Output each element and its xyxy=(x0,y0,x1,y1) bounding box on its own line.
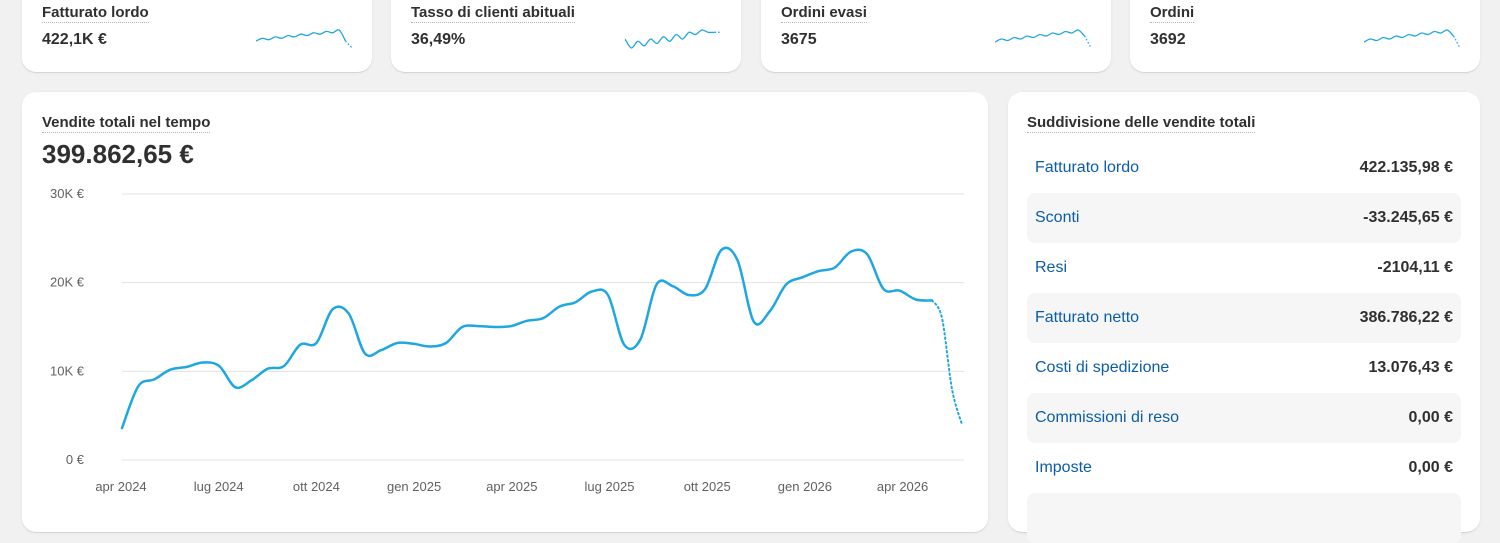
breakdown-row-returns[interactable]: Resi -2104,11 € xyxy=(1027,243,1461,293)
breakdown-title[interactable]: Suddivisione delle vendite totali xyxy=(1027,114,1256,133)
sales-series-line[interactable] xyxy=(120,246,934,430)
sales-line-chart[interactable]: 30K € 20K € 10K € 0 € apr 2024 lug 2024 ott 20… xyxy=(22,92,988,532)
kpi-value: 36,49% xyxy=(411,31,466,48)
kpi-card-gross-sales[interactable]: Fatturato lordo 422,1K € xyxy=(22,0,372,72)
x-axis-tick-label: lug 2025 xyxy=(585,479,635,494)
sparkline-path xyxy=(995,29,1086,43)
breakdown-row-partial xyxy=(1027,493,1461,543)
x-axis-tick-label: lug 2024 xyxy=(194,479,244,494)
sales-chart-title[interactable]: Vendite totali nel tempo xyxy=(42,114,211,133)
breakdown-row-label[interactable]: Fatturato netto xyxy=(1035,309,1140,326)
breakdown-list: Fatturato lordo 422.135,98 € Sconti -33.… xyxy=(1027,143,1461,543)
breakdown-row-label[interactable]: Resi xyxy=(1035,259,1068,276)
breakdown-row-label[interactable]: Costi di spedizione xyxy=(1035,359,1170,376)
sparkline-path xyxy=(625,29,715,49)
x-axis-tick-label: ott 2025 xyxy=(684,479,731,494)
sparkline-forecast-path xyxy=(1453,35,1460,49)
kpi-title[interactable]: Ordini evasi xyxy=(781,4,867,23)
x-axis-tick-label: ott 2024 xyxy=(293,479,340,494)
sparkline-path xyxy=(1364,29,1455,43)
kpi-value: 3675 xyxy=(781,31,817,48)
breakdown-row-value: 13.076,43 € xyxy=(1368,359,1453,376)
kpi-title[interactable]: Tasso di clienti abituali xyxy=(411,4,575,23)
sales-total-value: 399.862,65 € xyxy=(42,139,194,169)
sales-breakdown-card: Suddivisione delle vendite totali Fattur… xyxy=(1008,92,1480,543)
sales-forecast-line[interactable] xyxy=(931,299,963,426)
breakdown-row-value: -2104,11 € xyxy=(1377,259,1453,276)
breakdown-row-value: 0,00 € xyxy=(1408,459,1453,476)
y-axis-tick-label: 10K € xyxy=(50,363,85,378)
kpi-value: 3692 xyxy=(1150,31,1186,48)
breakdown-row-label[interactable]: Commissioni di reso xyxy=(1035,409,1180,426)
breakdown-row-return-fees[interactable]: Commissioni di reso 0,00 € xyxy=(1027,393,1461,443)
breakdown-row-shipping[interactable]: Costi di spedizione 13.076,43 € xyxy=(1027,343,1461,393)
x-axis-tick-label: gen 2025 xyxy=(387,479,441,494)
kpi-card-fulfilled-orders[interactable]: Ordini evasi 3675 xyxy=(761,0,1111,72)
kpi-sparkline xyxy=(1364,29,1460,49)
breakdown-row-taxes[interactable]: Imposte 0,00 € xyxy=(1027,443,1461,493)
x-axis-tick-label: apr 2024 xyxy=(95,479,146,494)
x-axis-tick-label: gen 2026 xyxy=(778,479,832,494)
y-axis-tick-label: 20K € xyxy=(50,275,85,290)
y-axis-tick-label: 0 € xyxy=(66,452,85,467)
sparkline-forecast-path xyxy=(1084,35,1091,49)
kpi-title[interactable]: Ordini xyxy=(1150,4,1195,23)
breakdown-row-label[interactable]: Sconti xyxy=(1035,209,1080,226)
kpi-sparkline xyxy=(256,29,352,49)
kpi-sparkline xyxy=(995,29,1091,49)
breakdown-row-gross-sales[interactable]: Fatturato lordo 422.135,98 € xyxy=(1027,143,1461,193)
breakdown-row-value: 386.786,22 € xyxy=(1359,309,1453,326)
y-axis-tick-label: 30K € xyxy=(50,186,85,201)
x-axis-tick-label: apr 2026 xyxy=(877,479,928,494)
sparkline-path xyxy=(256,29,347,42)
breakdown-row-value: 0,00 € xyxy=(1408,409,1453,426)
breakdown-row-value: -33.245,65 € xyxy=(1363,209,1453,226)
breakdown-row-net-sales[interactable]: Fatturato netto 386.786,22 € xyxy=(1027,293,1461,343)
kpi-title[interactable]: Fatturato lordo xyxy=(42,4,149,23)
breakdown-row-discounts[interactable]: Sconti -33.245,65 € xyxy=(1027,193,1461,243)
sales-over-time-card: 30K € 20K € 10K € 0 € apr 2024 lug 2024 ott 20… xyxy=(22,92,988,532)
kpi-card-orders[interactable]: Ordini 3692 xyxy=(1130,0,1480,72)
breakdown-row-label[interactable]: Fatturato lordo xyxy=(1035,159,1140,176)
x-axis-tick-label: apr 2025 xyxy=(486,479,537,494)
kpi-value: 422,1K € xyxy=(42,31,107,48)
kpi-card-returning-customers[interactable]: Tasso di clienti abituali 36,49% xyxy=(391,0,741,72)
kpi-sparkline xyxy=(625,29,721,49)
sparkline-forecast-path xyxy=(345,40,352,49)
breakdown-row-label[interactable]: Imposte xyxy=(1035,459,1092,476)
breakdown-row-value: 422.135,98 € xyxy=(1359,159,1453,176)
